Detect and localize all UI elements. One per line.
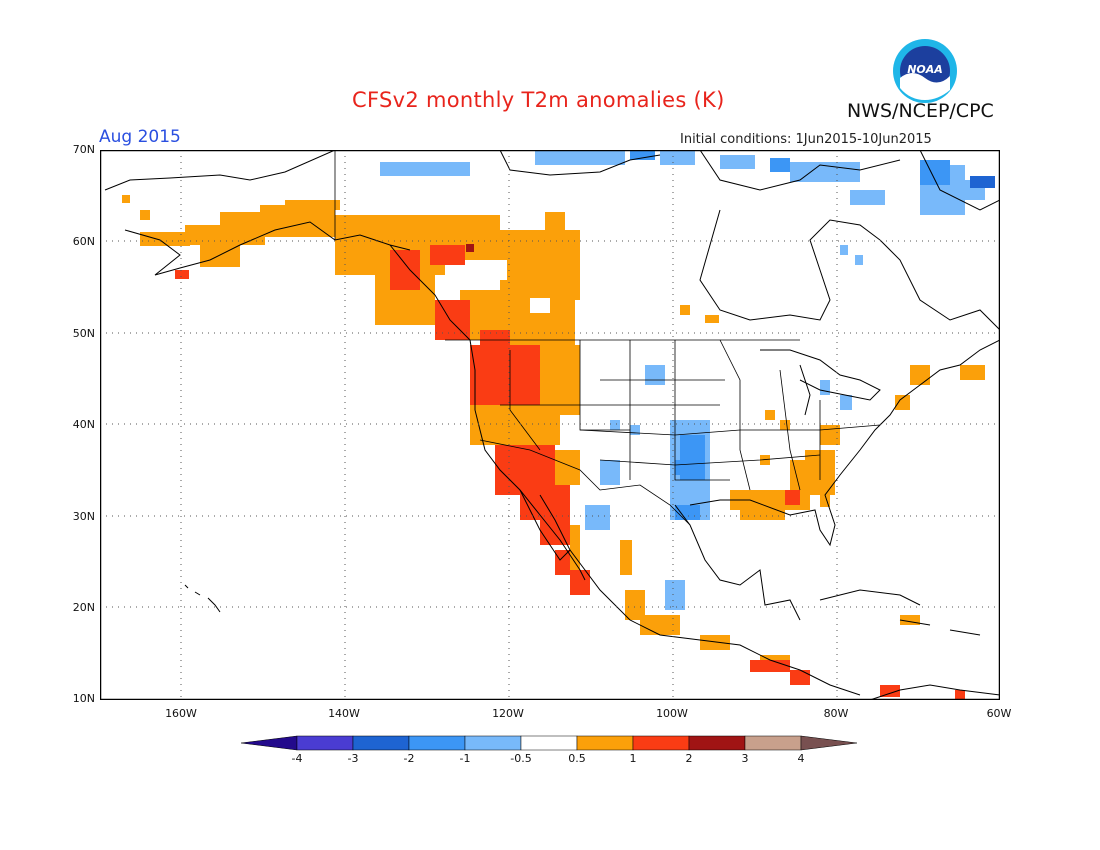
warm-region-alaska xyxy=(122,195,340,267)
colorbar-tick: 2 xyxy=(685,752,693,765)
lat-label: 50N xyxy=(72,327,95,340)
warm-region-southeast xyxy=(730,365,985,625)
colorbar-tick: 0.5 xyxy=(568,752,586,765)
lon-label: 140W xyxy=(328,707,360,720)
agency-label: NWS/NCEP/CPC xyxy=(847,100,994,122)
colorbar-cell xyxy=(632,735,690,751)
lon-label: 100W xyxy=(656,707,688,720)
chart-title: CFSv2 monthly T2m anomalies (K) xyxy=(352,88,725,112)
colorbar-tick: 3 xyxy=(741,752,749,765)
colorbar-tick: -1 xyxy=(459,752,471,765)
colorbar-cell xyxy=(296,735,354,751)
colorbar-tick: 4 xyxy=(797,752,805,765)
lat-label: 70N xyxy=(72,143,95,156)
colorbar-cell xyxy=(744,735,802,751)
coastlines xyxy=(104,150,1000,700)
initial-conditions: Initial conditions: 1Jun2015-10Jun2015 xyxy=(680,132,932,147)
map-frame xyxy=(100,150,1000,700)
lat-label: 10N xyxy=(72,692,95,705)
noaa-logo-icon: NOAA xyxy=(893,39,957,103)
lat-label: 40N xyxy=(72,418,95,431)
lon-label: 60W xyxy=(986,707,1012,720)
lat-label: 20N xyxy=(72,601,95,614)
colorbar-cell xyxy=(408,735,466,751)
colorbar-cell xyxy=(520,735,578,751)
colorbar-cell xyxy=(240,735,298,751)
colorbar-tick: -3 xyxy=(347,752,359,765)
colorbar-cell xyxy=(688,735,746,751)
grid-lines xyxy=(100,150,1000,700)
colorbar-tick: 1 xyxy=(629,752,637,765)
colorbar-cell xyxy=(800,735,858,751)
colorbar-cell xyxy=(352,735,410,751)
lat-label: 30N xyxy=(72,510,95,523)
forecast-month: Aug 2015 xyxy=(99,127,181,147)
lon-label: 80W xyxy=(823,707,849,720)
colorbar-tick: -0.5 xyxy=(510,752,532,765)
svg-text:NOAA: NOAA xyxy=(907,63,943,76)
colorbar-tick: -4 xyxy=(291,752,303,765)
colorbar xyxy=(240,735,858,751)
cool-region-arctic xyxy=(380,150,985,265)
lat-label: 60N xyxy=(72,235,95,248)
anomaly-fills xyxy=(122,150,995,700)
anomaly-map xyxy=(100,150,1000,700)
colorbar-tick: -2 xyxy=(403,752,415,765)
lon-label: 160W xyxy=(165,707,197,720)
colorbar-cell xyxy=(464,735,522,751)
colorbar-cell xyxy=(576,735,634,751)
borders xyxy=(334,150,881,526)
lon-label: 120W xyxy=(492,707,524,720)
